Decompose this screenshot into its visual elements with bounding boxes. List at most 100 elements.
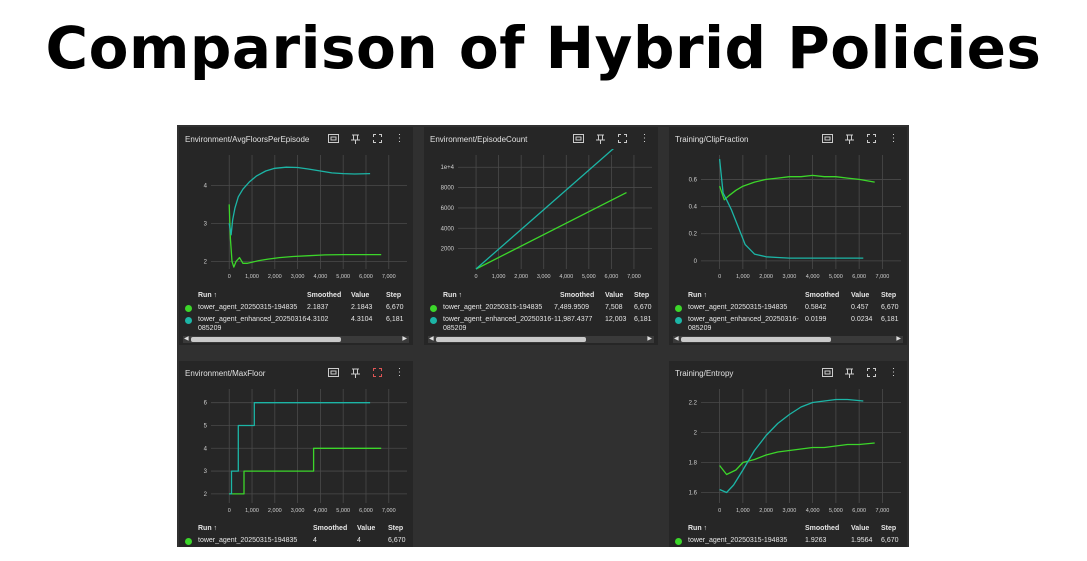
run-step: 6,670 [634,304,652,311]
table-row[interactable]: tower_agent_20250315-194835 2.1837 2.184… [179,304,413,313]
run-name-cont: 085209 [198,325,222,332]
scroll-right-icon[interactable]: ▶ [896,336,901,342]
col-smoothed[interactable]: Smoothed [307,292,342,299]
col-value[interactable]: Value [605,292,624,299]
run-name-cont: 085209 [688,325,712,332]
x-tick-label: 7,000 [382,274,396,280]
x-tick-label: 3,000 [291,274,305,280]
scroll-left-icon[interactable]: ◀ [429,336,434,342]
table-row[interactable]: tower_agent_20250315-194835 1.9263 1.956… [669,537,907,546]
y-tick-label: 1e+4 [440,165,454,171]
scroll-thumb[interactable] [191,337,341,342]
x-tick-label: 0 [475,274,478,280]
fullscreen-icon[interactable] [864,131,879,146]
run-name: tower_agent_20250315-194835 [688,537,788,544]
chart-entropy: 1.6 1.8 2 2.2 0 1,000 2,000 3,000 4,000 5,000 6,00… [689,389,901,514]
col-step[interactable]: Step [388,525,404,532]
x-tick-label: 2,000 [759,508,773,514]
col-value[interactable]: Value [851,292,870,299]
col-run[interactable]: Run ↑ [688,292,708,299]
col-step[interactable]: Step [881,292,897,299]
table-row[interactable]: tower_agent_enhanced_20250316- 085209 4.… [179,316,413,332]
x-tick-label: 3,000 [782,274,796,280]
run-step: 6,670 [388,537,406,544]
run-name: tower_agent_enhanced_20250316- [198,316,309,323]
table-row[interactable]: tower_agent_20250315-194835 4 4 6,670 [179,537,413,546]
x-tick-label: 6,000 [605,274,619,280]
col-value[interactable]: Value [357,525,376,532]
chart-episode-count: 2000 4000 6000 8000 1e+4 0 1,000 2,000 3,000 4,00… [440,149,652,280]
fit-domain-icon[interactable] [820,131,835,146]
col-run[interactable]: Run ↑ [198,525,218,532]
scroll-right-icon[interactable]: ▶ [402,336,407,342]
x-tick-label: 2,000 [268,508,282,514]
page-title: Comparison of Hybrid Policies [45,14,1042,82]
scroll-right-icon[interactable]: ▶ [647,336,652,342]
pin-icon[interactable] [842,365,857,380]
x-tick-label: 0 [228,508,231,514]
fullscreen-icon[interactable] [370,131,385,146]
more-menu-icon[interactable]: ⋮ [394,133,405,144]
fullscreen-icon[interactable] [864,365,879,380]
scroll-left-icon[interactable]: ◀ [674,336,679,342]
scroll-thumb[interactable] [681,337,831,342]
fit-domain-icon[interactable] [571,131,586,146]
col-value[interactable]: Value [351,292,370,299]
series-line-1 [719,442,875,476]
run-value: 1.9564 [851,537,873,544]
more-menu-icon[interactable]: ⋮ [639,133,650,144]
x-tick-label: 7,000 [876,274,890,280]
run-value: 4.3104 [351,316,373,323]
more-menu-icon[interactable]: ⋮ [888,133,899,144]
x-tick-label: 1,000 [736,508,750,514]
run-smoothed: 4 [313,537,317,544]
pin-icon[interactable] [842,131,857,146]
run-color-dot [185,305,192,312]
scroll-thumb[interactable] [436,337,586,342]
col-step[interactable]: Step [386,292,402,299]
x-tick-label: 3,000 [291,508,305,514]
more-menu-icon[interactable]: ⋮ [888,367,899,378]
horizontal-scrollbar[interactable]: ◀ ▶ [428,336,654,343]
horizontal-scrollbar[interactable]: ◀ ▶ [673,336,903,343]
run-smoothed: 11,987.4377 [554,316,593,323]
y-tick-label: 6 [204,401,208,407]
more-menu-icon[interactable]: ⋮ [394,367,405,378]
run-value: 0.457 [851,304,869,311]
pin-icon[interactable] [348,131,363,146]
fit-domain-icon[interactable] [820,365,835,380]
col-smoothed[interactable]: Smoothed [805,292,840,299]
table-row[interactable]: tower_agent_20250315-194835 0.5842 0.457… [669,304,907,313]
x-tick-label: 1,000 [492,274,506,280]
y-tick-label: 1.6 [689,491,698,497]
series-line-2 [228,166,371,236]
x-tick-label: 1,000 [245,508,259,514]
x-tick-label: 7,000 [876,508,890,514]
fit-domain-icon[interactable] [326,131,341,146]
fullscreen-icon[interactable] [615,131,630,146]
col-smoothed[interactable]: Smoothed [560,292,595,299]
run-color-dot [430,317,437,324]
pin-icon[interactable] [348,365,363,380]
col-smoothed[interactable]: Smoothed [805,525,840,532]
col-run[interactable]: Run ↑ [443,292,463,299]
col-smoothed[interactable]: Smoothed [313,525,348,532]
pin-icon[interactable] [593,131,608,146]
col-value[interactable]: Value [851,525,870,532]
panel-entropy: Training/Entropy ⋮ 1.6 1.8 2 2.2 0 1,000 2,000… [669,361,907,547]
table-row[interactable]: tower_agent_20250315-194835 7,489.9509 7… [424,304,658,313]
run-smoothed: 7,489.9509 [554,304,590,311]
table-row[interactable]: tower_agent_enhanced_20250316- 085209 0.… [669,316,907,332]
x-tick-label: 5,000 [336,274,350,280]
table-row[interactable]: tower_agent_enhanced_20250316- 085209 11… [424,316,658,332]
y-tick-label: 4 [204,446,208,452]
x-tick-label: 0 [718,508,721,514]
col-run[interactable]: Run ↑ [688,525,708,532]
fullscreen-icon[interactable] [370,365,385,380]
fit-domain-icon[interactable] [326,365,341,380]
scroll-left-icon[interactable]: ◀ [184,336,189,342]
col-run[interactable]: Run ↑ [198,292,218,299]
col-step[interactable]: Step [634,292,650,299]
col-step[interactable]: Step [881,525,897,532]
horizontal-scrollbar[interactable]: ◀ ▶ [183,336,409,343]
